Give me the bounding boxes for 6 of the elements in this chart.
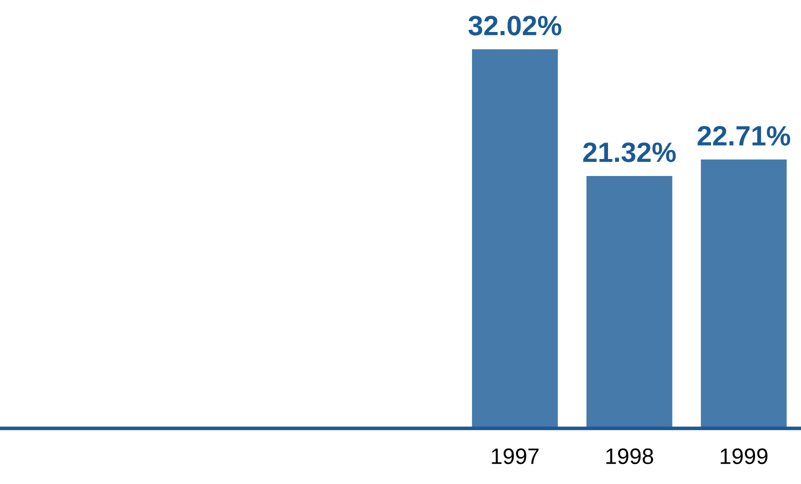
data-label: 21.32%: [583, 142, 676, 162]
data-label: 32.02%: [468, 16, 562, 36]
data-label: 22.71%: [698, 126, 790, 146]
x-tick-label: 1998: [606, 448, 654, 464]
x-tick-label: 1997: [492, 448, 539, 464]
x-tick-label: 1999: [720, 448, 768, 464]
